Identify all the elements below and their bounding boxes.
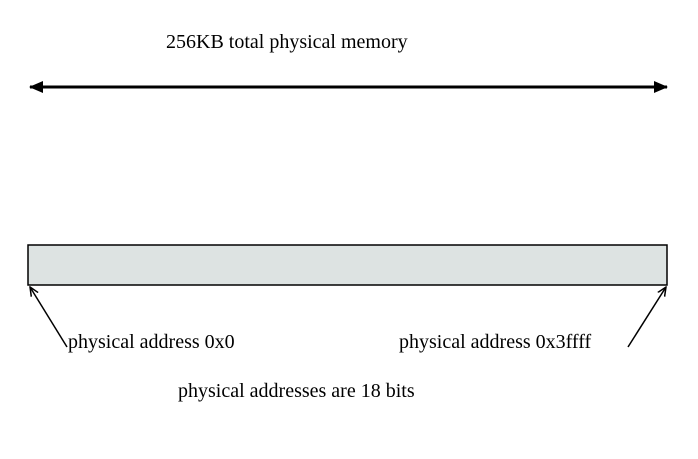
start-address-pointer-arrow (30, 287, 67, 347)
total-memory-label: 256KB total physical memory (166, 30, 408, 54)
address-bits-label: physical addresses are 18 bits (178, 379, 415, 403)
end-address-label: physical address 0x3ffff (399, 330, 591, 354)
end-address-pointer-arrow (628, 287, 666, 347)
physical-memory-block (28, 245, 667, 285)
start-address-label: physical address 0x0 (68, 330, 235, 354)
